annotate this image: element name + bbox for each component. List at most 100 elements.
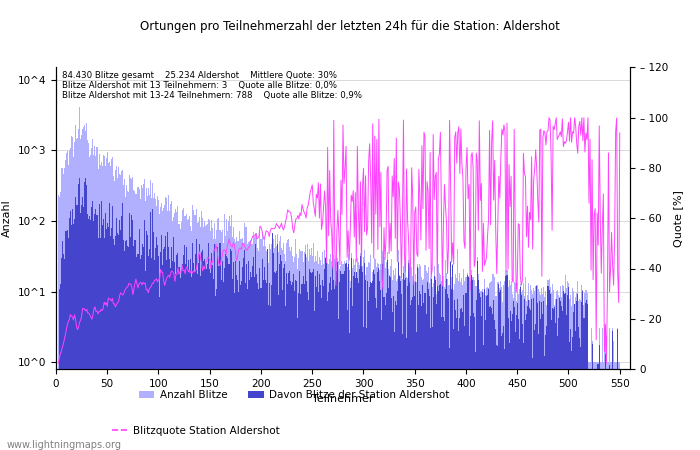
- Bar: [270, 306, 271, 450]
- Bar: [194, 273, 195, 450]
- Blitzquote Station Aldershot: [267, 225, 275, 231]
- Bar: [104, 156, 105, 450]
- Bar: [153, 232, 154, 450]
- Bar: [176, 212, 178, 450]
- Bar: [144, 179, 145, 450]
- Bar: [200, 276, 201, 450]
- Bar: [203, 227, 204, 450]
- Bar: [437, 286, 438, 450]
- Bar: [97, 169, 99, 450]
- Bar: [159, 297, 160, 450]
- Bar: [132, 177, 134, 450]
- Bar: [57, 194, 59, 450]
- Bar: [101, 201, 102, 450]
- Bar: [333, 255, 335, 450]
- Bar: [106, 224, 108, 450]
- Bar: [433, 283, 434, 450]
- Bar: [130, 178, 132, 450]
- Bar: [227, 257, 228, 450]
- Bar: [439, 273, 440, 450]
- Bar: [582, 291, 583, 450]
- Bar: [537, 303, 538, 450]
- Bar: [208, 243, 209, 450]
- Bar: [77, 205, 78, 450]
- Bar: [99, 238, 101, 450]
- Bar: [160, 252, 161, 450]
- Bar: [172, 221, 174, 450]
- Bar: [272, 233, 273, 450]
- Bar: [615, 362, 616, 450]
- Bar: [78, 184, 79, 450]
- Bar: [85, 131, 86, 450]
- Bar: [489, 284, 490, 450]
- Bar: [280, 236, 281, 450]
- Bar: [517, 283, 518, 450]
- Bar: [479, 292, 480, 450]
- Bar: [128, 247, 130, 450]
- Bar: [227, 231, 228, 450]
- Bar: [605, 341, 606, 450]
- Bar: [181, 211, 183, 450]
- Bar: [533, 297, 534, 450]
- Bar: [241, 239, 242, 450]
- Bar: [204, 221, 205, 450]
- Bar: [321, 265, 322, 450]
- Bar: [178, 267, 179, 450]
- Bar: [233, 227, 234, 450]
- Bar: [277, 244, 278, 450]
- Bar: [330, 254, 331, 450]
- Bar: [560, 286, 561, 450]
- Bar: [267, 263, 269, 450]
- Bar: [245, 283, 246, 450]
- Bar: [78, 129, 79, 450]
- Bar: [207, 264, 208, 450]
- Bar: [342, 264, 344, 450]
- Bar: [485, 295, 486, 450]
- Bar: [64, 160, 66, 450]
- Bar: [433, 297, 434, 450]
- Bar: [199, 244, 200, 450]
- Bar: [449, 285, 450, 450]
- Bar: [126, 185, 127, 450]
- Bar: [284, 264, 285, 450]
- Bar: [269, 244, 270, 450]
- Bar: [426, 274, 428, 450]
- Bar: [168, 195, 169, 450]
- Bar: [344, 265, 346, 450]
- Bar: [600, 362, 601, 450]
- Bar: [581, 302, 582, 450]
- Bar: [532, 359, 533, 450]
- Bar: [330, 278, 331, 450]
- Bar: [365, 280, 366, 450]
- Bar: [609, 365, 610, 450]
- Bar: [608, 392, 609, 450]
- Bar: [603, 387, 604, 450]
- Bar: [248, 242, 249, 450]
- Bar: [554, 298, 556, 450]
- Bar: [563, 286, 564, 450]
- Bar: [86, 184, 88, 450]
- Bar: [512, 297, 514, 450]
- Bar: [156, 238, 157, 450]
- Bar: [458, 281, 459, 450]
- Bar: [247, 244, 248, 450]
- Bar: [410, 306, 411, 450]
- Bar: [285, 306, 286, 450]
- Bar: [191, 231, 192, 450]
- Bar: [410, 263, 411, 450]
- Bar: [552, 290, 554, 450]
- Bar: [440, 284, 441, 450]
- Bar: [332, 266, 333, 450]
- Bar: [320, 285, 321, 450]
- Bar: [193, 211, 194, 450]
- Bar: [105, 213, 106, 450]
- Bar: [559, 298, 560, 450]
- Bar: [514, 333, 516, 450]
- Bar: [298, 258, 300, 450]
- Bar: [411, 267, 412, 450]
- Blitzquote Station Aldershot: [54, 360, 62, 366]
- Bar: [231, 215, 232, 450]
- Bar: [489, 306, 490, 450]
- Bar: [355, 278, 356, 450]
- Bar: [496, 345, 497, 450]
